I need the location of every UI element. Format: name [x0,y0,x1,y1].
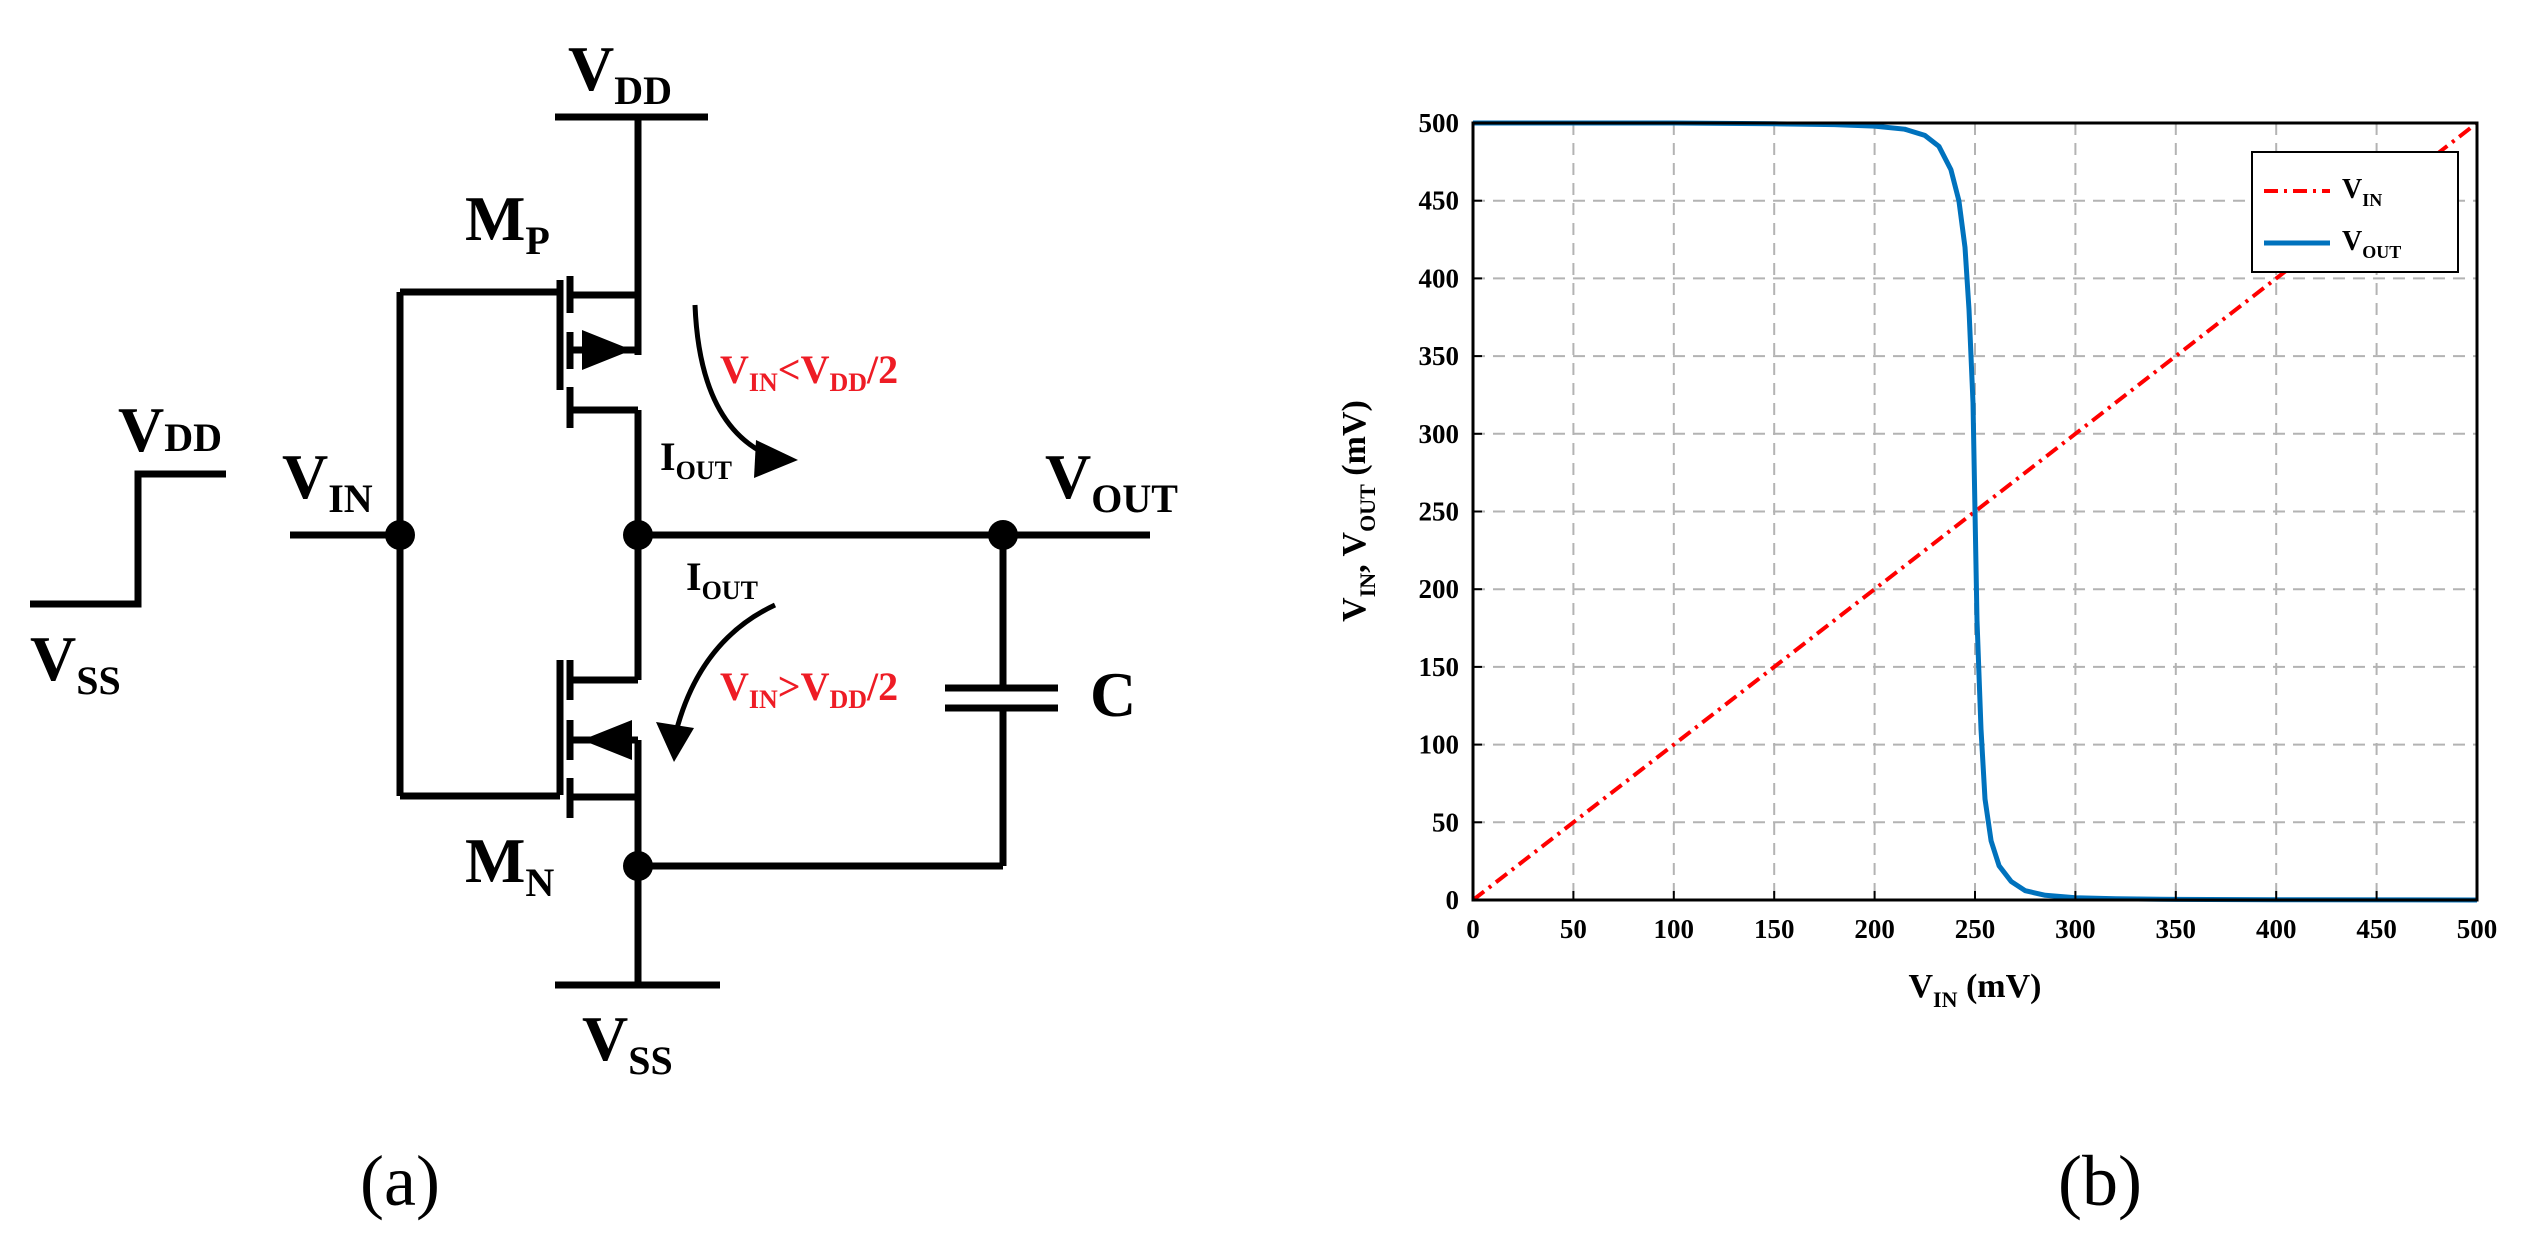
iout-top-label: IOUT [660,434,732,485]
condition-bottom-label: VIN>VDD/2 [720,664,898,714]
circuit-diagram [30,113,1150,989]
x-tick-label: 450 [2356,914,2397,944]
iout-bottom-arrowhead-icon [656,722,694,762]
output-node-dot [623,520,653,550]
x-tick-label: 200 [1854,914,1895,944]
mn-label: MN [465,825,554,905]
x-tick-label: 100 [1654,914,1695,944]
panel-a-caption: (a) [360,1141,440,1221]
x-tick-label: 400 [2256,914,2297,944]
y-tick-label: 500 [1419,108,1460,138]
y-tick-label: 0 [1446,885,1460,915]
panel-b-caption: (b) [2058,1141,2142,1221]
y-tick-label: 350 [1419,341,1460,371]
x-tick-label: 250 [1955,914,1996,944]
condition-top-label: VIN<VDD/2 [720,347,898,397]
y-tick-label: 150 [1419,652,1460,682]
pmos-arrow-icon [582,330,632,370]
capacitor-label: C [1090,659,1136,730]
x-tick-label: 300 [2055,914,2096,944]
legend-box [2251,151,2459,273]
mp-label: MP [465,183,550,263]
vin-label: VIN [282,441,373,521]
step-vss-label: VSS [30,623,121,703]
x-tick-label: 500 [2457,914,2498,944]
x-axis-label: VIN (mV) [1908,968,2041,1012]
iout-bottom-arrow [673,602,777,733]
y-tick-label: 100 [1419,730,1460,760]
series-vout-line [1473,120,2478,903]
iout-top-arrowhead-icon [754,440,798,478]
x-tick-label: 50 [1560,914,1587,944]
source-node-dot [623,851,653,881]
y-axis-label: VIN, VOUT (mV) [1336,400,1380,622]
nmos-arrow-icon [582,720,632,760]
y-tick-label: 200 [1419,574,1460,604]
x-tick-label: 150 [1754,914,1795,944]
legend-vin-label: VIN [2342,174,2382,210]
condition-labels: VIN<VDD/2 VIN>VDD/2 [720,347,898,714]
input-step-waveform [30,470,226,608]
vdd-rail-label: VDD [568,33,672,113]
transfer-chart: 0 50 100 150 200 250 300 350 400 450 500 0 50 100 150 2… [1336,108,2497,1012]
cap-node-dot [988,520,1018,550]
step-vdd-label: VDD [118,394,222,465]
y-tick-label: 250 [1419,497,1460,527]
circuit-nodes [385,330,1018,881]
input-node-dot [385,520,415,550]
chart-ticks: 0 50 100 150 200 250 300 350 400 450 500 0 50 100 150 2… [1419,108,2498,944]
y-tick-label: 50 [1432,807,1459,837]
iout-bottom-label: IOUT [686,554,758,605]
vout-label: VOUT [1045,441,1178,521]
legend-vout-label: VOUT [2342,226,2401,262]
y-tick-label: 300 [1419,419,1460,449]
y-tick-label: 400 [1419,263,1460,293]
circuit-labels: VDD VSS VDD VSS MP MN VIN VOUT C IOUT IO… [30,33,1178,1083]
x-tick-label: 0 [1466,914,1480,944]
chart-legend: VIN VOUT [2251,151,2459,273]
x-tick-label: 350 [2156,914,2197,944]
y-tick-label: 450 [1419,186,1460,216]
vss-rail-label: VSS [582,1003,673,1083]
